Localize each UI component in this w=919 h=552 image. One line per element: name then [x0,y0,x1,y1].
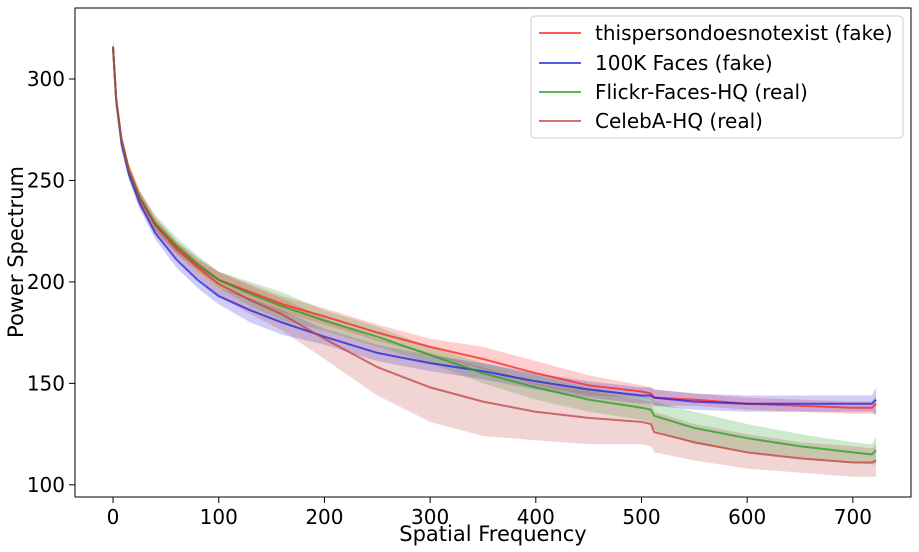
y-tick-label: 100 [27,473,65,497]
series-line [112,46,877,464]
series-band [113,40,877,465]
x-tick-label: 500 [622,505,660,529]
x-tick-label: 300 [411,505,449,529]
x-tick-label: 200 [305,505,343,529]
series-lines [112,46,877,464]
y-axis-ticks: 100 150 200 250 300 [27,67,75,497]
y-tick-label: 200 [27,270,65,294]
legend-entry-label: Flickr-Faces-HQ (real) [595,80,808,104]
x-tick-label: 100 [200,505,238,529]
y-tick-label: 250 [27,168,65,192]
series-line [112,46,877,405]
series-line [112,46,877,456]
x-axis-ticks: 0 100 200 300 400 500 600 700 [107,497,872,529]
series-band [113,40,877,416]
x-axis-label: Spatial Frequency [399,522,586,546]
legend-entry-label: CelebA-HQ (real) [595,109,763,133]
y-axis-label: Power Spectrum [4,166,28,338]
legend: thispersondoesnotexist (fake) 100K Faces… [530,15,904,139]
x-tick-label: 700 [834,505,872,529]
legend-box [530,15,904,139]
legend-entry-label: 100K Faces (fake) [595,51,773,75]
confidence-bands [113,40,877,477]
y-tick-label: 150 [27,371,65,395]
y-tick-label: 300 [27,67,65,91]
x-tick-label: 600 [728,505,766,529]
series-band [113,40,877,477]
legend-entry-label: thispersondoesnotexist (fake) [595,21,893,45]
x-tick-label: 0 [107,505,120,529]
x-tick-label: 400 [517,505,555,529]
